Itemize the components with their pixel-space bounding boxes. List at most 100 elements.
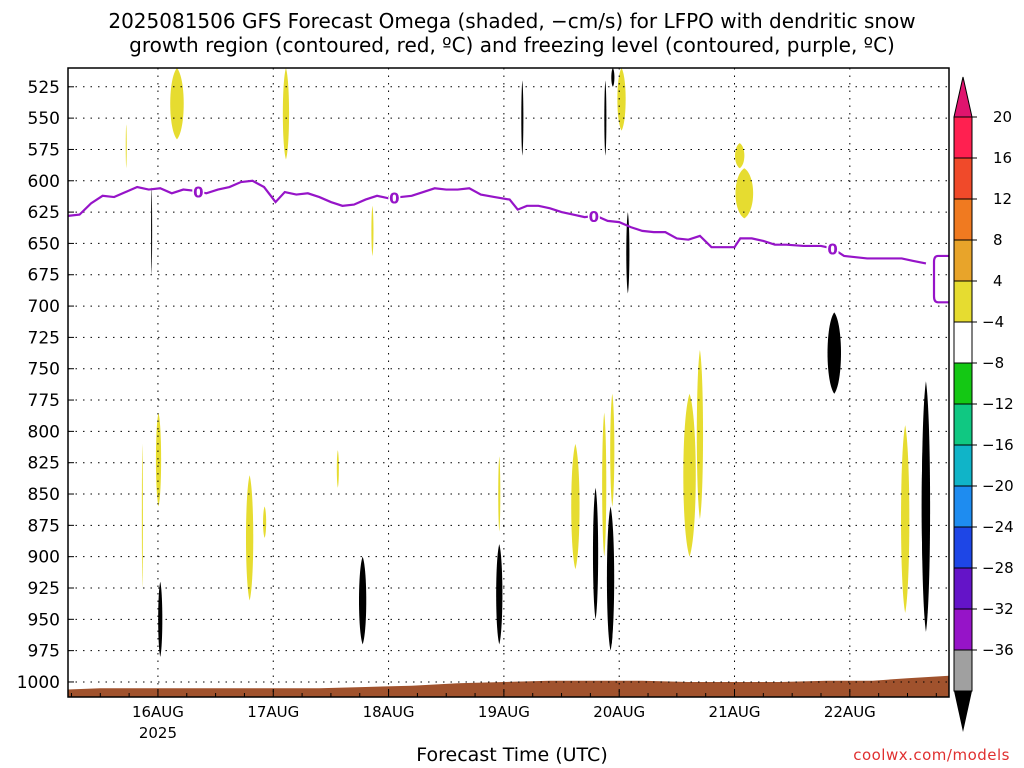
omega-shaded-region [683, 393, 696, 557]
omega-shaded-region [611, 68, 615, 87]
freezing-level-label: 0 [589, 208, 599, 226]
x-tick-label: 19AUG [478, 703, 530, 721]
freezing-label-bg [192, 183, 205, 200]
colorbar-label: 16 [993, 149, 1012, 167]
omega-shaded-region [336, 450, 339, 488]
colorbar-label: −4 [982, 313, 1004, 331]
omega-shaded-region [155, 412, 162, 507]
colorbar-swatch [953, 362, 973, 405]
omega-shaded-region [571, 443, 580, 570]
colorbar-swatch [953, 280, 973, 323]
y-tick-label: 800 [28, 422, 60, 442]
omega-shaded-region [592, 487, 599, 620]
omega-shaded-region [282, 68, 290, 160]
omega-shaded-region [141, 443, 143, 588]
freezing-label-bg [826, 240, 839, 257]
freezing-level-label: 0 [389, 190, 399, 208]
y-tick-label: 675 [28, 266, 60, 286]
x-tick-label: 22AUG [824, 703, 876, 721]
x-tick-label: 20AUG [593, 703, 645, 721]
y-tick-label: 775 [28, 391, 60, 411]
x-axis-ticks: 16AUG 17AUG 18AUG 19AUG 20AUG 21AUG 22AUG 2025 [70, 689, 937, 742]
y-tick-label: 575 [28, 140, 60, 160]
colorbar-label: −8 [982, 354, 1004, 372]
y-tick-label: 700 [28, 297, 60, 317]
colorbar-swatch [953, 403, 973, 446]
colorbar-label: −28 [982, 559, 1014, 577]
y-tick-label: 750 [28, 360, 60, 380]
omega-shaded-region [901, 425, 910, 614]
y-axis-ticks: 525 550 575 600 625 650 675 700 725 750 775 800 825 8… [17, 78, 74, 693]
omega-shaded-region [170, 68, 184, 140]
colorbar-swatch [953, 157, 973, 200]
chart-title-line1: 2025081506 GFS Forecast Omega (shaded, −… [108, 9, 916, 33]
y-tick-label: 650 [28, 234, 60, 254]
omega-shaded-region [696, 349, 704, 520]
colorbar-swatch [953, 649, 973, 692]
colorbar-swatch [953, 444, 973, 487]
y-tick-label: 975 [28, 642, 60, 662]
colorbar-label: 12 [993, 190, 1012, 208]
colorbar-label: −36 [982, 641, 1014, 659]
colorbar-swatch [953, 116, 973, 159]
colorbar-swatch [953, 485, 973, 528]
freezing-label-bg [587, 208, 600, 225]
colorbar-swatch [953, 198, 973, 241]
freezing-label-bg [388, 189, 401, 206]
omega-shaded-region [151, 187, 153, 275]
plot-frame [67, 67, 950, 698]
colorbar-label: −24 [982, 518, 1014, 536]
omega-shaded-region [498, 456, 501, 532]
omega-shaded-region [922, 456, 926, 557]
colorbar-label: −16 [982, 436, 1014, 454]
omega-shaded-region [610, 393, 615, 507]
omega-shaded-region [263, 506, 267, 538]
omega-shaded-region [158, 581, 163, 657]
colorbar-label: 20 [993, 108, 1012, 126]
omega-shading-layer [125, 68, 931, 657]
colorbar-swatch [953, 608, 973, 651]
y-tick-label: 600 [28, 172, 60, 192]
colorbar-swatch [953, 239, 973, 282]
colorbar-swatch [953, 567, 973, 610]
colorbar-swatch [953, 321, 973, 364]
freezing-level-label: 0 [193, 184, 203, 202]
omega-shaded-region [604, 80, 607, 156]
omega-shaded-region [358, 556, 367, 645]
credit-link[interactable]: coolwx.com/models [853, 746, 1010, 764]
omega-shaded-region [735, 143, 745, 169]
y-tick-label: 875 [28, 516, 60, 536]
omega-shaded-region [617, 68, 626, 131]
omega-shaded-region [245, 475, 254, 601]
ground-layer [68, 675, 949, 697]
omega-shaded-region [610, 525, 614, 645]
grid-layer [68, 68, 949, 697]
colorbar-label: −20 [982, 477, 1014, 495]
y-tick-label: 1000 [17, 673, 60, 693]
freezing-level-line [67, 179, 927, 265]
colorbar-top-arrow [953, 76, 973, 118]
colorbar-label: −12 [982, 395, 1014, 413]
omega-shaded-region [496, 544, 503, 645]
colorbar-bottom-arrow [954, 691, 972, 732]
x-axis-label: Forecast Time (UTC) [416, 744, 608, 766]
colorbar-label: −32 [982, 600, 1014, 618]
y-tick-label: 850 [28, 485, 60, 505]
omega-shaded-region [626, 212, 630, 294]
y-tick-label: 725 [28, 328, 60, 348]
x-tick-label: 21AUG [709, 703, 761, 721]
freezing-level-label: 0 [827, 240, 837, 258]
omega-shaded-region [735, 168, 754, 219]
y-tick-label: 925 [28, 579, 60, 599]
omega-shaded-region [521, 80, 524, 156]
x-tick-label: 18AUG [363, 703, 415, 721]
y-tick-label: 550 [28, 109, 60, 129]
y-tick-label: 825 [28, 454, 60, 474]
freezing-level-loop [932, 254, 949, 304]
omega-shaded-region [125, 124, 127, 169]
omega-shaded-region [827, 312, 842, 394]
freezing-level-layer: 0 0 0 0 [67, 179, 949, 304]
omega-shaded-region [371, 205, 374, 256]
y-tick-label: 950 [28, 610, 60, 630]
